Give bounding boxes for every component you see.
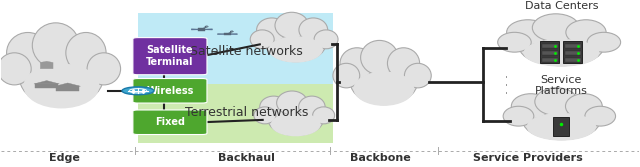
Text: · · ·: · · · bbox=[502, 74, 515, 95]
Text: Fixed: Fixed bbox=[155, 117, 185, 127]
Ellipse shape bbox=[507, 20, 549, 45]
Ellipse shape bbox=[527, 113, 596, 141]
Text: Satellite
Terminal: Satellite Terminal bbox=[146, 45, 194, 67]
Ellipse shape bbox=[260, 96, 287, 118]
Ellipse shape bbox=[532, 14, 579, 42]
Ellipse shape bbox=[498, 32, 531, 52]
Bar bbox=[138, 13, 333, 84]
Ellipse shape bbox=[268, 104, 323, 135]
Ellipse shape bbox=[269, 36, 323, 63]
Ellipse shape bbox=[24, 63, 99, 108]
Ellipse shape bbox=[87, 53, 120, 85]
Bar bbox=[138, 84, 333, 143]
Ellipse shape bbox=[520, 29, 604, 66]
Polygon shape bbox=[55, 83, 81, 86]
Text: Service Providers: Service Providers bbox=[473, 153, 582, 163]
Bar bbox=[554, 117, 570, 136]
Text: Terrestrial networks: Terrestrial networks bbox=[185, 106, 308, 119]
Ellipse shape bbox=[566, 94, 602, 119]
Polygon shape bbox=[218, 34, 224, 35]
Bar bbox=[565, 44, 580, 48]
Ellipse shape bbox=[523, 103, 600, 140]
Ellipse shape bbox=[312, 107, 335, 124]
Text: Satellite networks: Satellite networks bbox=[190, 45, 303, 58]
Ellipse shape bbox=[0, 53, 31, 85]
Polygon shape bbox=[35, 84, 58, 88]
Ellipse shape bbox=[404, 63, 431, 88]
Ellipse shape bbox=[524, 39, 600, 67]
Text: Backhaul: Backhaul bbox=[218, 153, 275, 163]
Ellipse shape bbox=[353, 71, 414, 106]
Ellipse shape bbox=[6, 32, 49, 73]
Ellipse shape bbox=[333, 63, 360, 88]
Ellipse shape bbox=[350, 60, 417, 105]
Ellipse shape bbox=[257, 18, 287, 42]
Text: Backbone: Backbone bbox=[350, 153, 411, 163]
Bar bbox=[542, 51, 557, 55]
Ellipse shape bbox=[566, 20, 606, 45]
Polygon shape bbox=[224, 33, 230, 35]
Ellipse shape bbox=[276, 91, 307, 115]
Polygon shape bbox=[230, 34, 237, 35]
Ellipse shape bbox=[511, 94, 550, 119]
Polygon shape bbox=[205, 29, 212, 30]
Circle shape bbox=[122, 87, 154, 95]
Ellipse shape bbox=[299, 18, 328, 42]
Ellipse shape bbox=[66, 32, 106, 73]
Ellipse shape bbox=[585, 106, 616, 126]
FancyBboxPatch shape bbox=[133, 110, 207, 135]
Bar bbox=[542, 44, 557, 48]
Ellipse shape bbox=[19, 48, 103, 107]
Bar bbox=[542, 58, 557, 62]
Ellipse shape bbox=[503, 106, 534, 126]
Ellipse shape bbox=[254, 107, 276, 124]
Polygon shape bbox=[198, 28, 205, 31]
Ellipse shape bbox=[266, 27, 326, 62]
Ellipse shape bbox=[314, 30, 338, 49]
Ellipse shape bbox=[32, 23, 79, 68]
Polygon shape bbox=[40, 61, 53, 69]
Text: Service
Platforms: Service Platforms bbox=[535, 75, 588, 96]
Bar bbox=[540, 41, 559, 63]
Ellipse shape bbox=[275, 12, 308, 39]
Ellipse shape bbox=[250, 30, 274, 49]
Ellipse shape bbox=[587, 32, 621, 52]
Bar bbox=[565, 51, 580, 55]
Polygon shape bbox=[34, 81, 60, 84]
Polygon shape bbox=[191, 29, 198, 30]
Ellipse shape bbox=[299, 96, 325, 118]
Ellipse shape bbox=[360, 40, 398, 75]
FancyBboxPatch shape bbox=[133, 78, 207, 103]
Text: Wireless: Wireless bbox=[146, 86, 194, 96]
Ellipse shape bbox=[535, 88, 578, 116]
Ellipse shape bbox=[340, 48, 374, 79]
Bar bbox=[563, 41, 582, 63]
FancyBboxPatch shape bbox=[133, 38, 207, 75]
Ellipse shape bbox=[271, 113, 321, 136]
Text: Data Centers: Data Centers bbox=[525, 1, 598, 11]
Text: Edge: Edge bbox=[49, 153, 80, 163]
Ellipse shape bbox=[387, 48, 420, 79]
Bar bbox=[565, 58, 580, 62]
Polygon shape bbox=[56, 86, 79, 91]
